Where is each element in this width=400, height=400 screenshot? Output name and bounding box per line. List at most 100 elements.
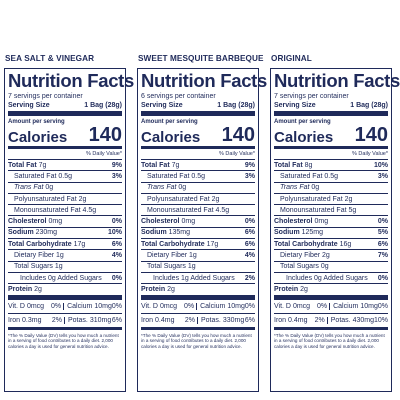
nutrient: Includes 0g Added Sugars <box>286 275 368 282</box>
vitamin-dv: 2% <box>314 316 325 324</box>
nutrient-dv: 9% <box>111 161 122 169</box>
footnote: *The % Daily Value (DV) tells you how mu… <box>8 332 119 350</box>
nutrient-dv: 0% <box>377 218 388 226</box>
nutrient-amount: 2g <box>211 195 220 203</box>
nutrient: Total Carbohydrate 17g <box>141 241 218 248</box>
vitamin-name: Potas. <box>330 316 351 324</box>
nutrient-name: Includes 1g Added Sugars <box>153 274 235 282</box>
vitamin: Potas. 310mg 6% <box>64 316 122 324</box>
vitamin-amount: 430mg <box>352 316 374 324</box>
nutrient-row: Total Sugars 1g <box>141 262 255 273</box>
nutrient: Protein 2g <box>274 286 308 293</box>
servings: 7 servings per container <box>274 92 349 100</box>
nutrient: Sodium 230mg <box>8 229 57 236</box>
nutrient-dv: 4% <box>244 252 255 260</box>
vitamin-row: Iron 0.3mg 2% Potas. 310mg 6% <box>8 314 122 330</box>
serving-size-value: 1 Bag (28g) <box>84 101 122 109</box>
nutrient-name: Includes 0g Added Sugars <box>286 274 368 282</box>
vitamin-row: Vit. D 0mcg 0% Calcium 10mg 0% <box>141 300 255 314</box>
dv-header: % Daily Value* <box>141 149 255 160</box>
vitamin: Vit. D 0mcg 0% <box>141 303 196 310</box>
nutrient: Total Sugars 1g <box>14 263 63 270</box>
nutrient: Cholesterol 0mg <box>274 218 328 225</box>
vitamin-amount: 10mg <box>360 302 378 310</box>
nutrient-row: Total Sugars 1g <box>8 262 122 273</box>
vitamin: Vit. D 0mcg 0% <box>8 303 63 310</box>
nutrient-row: Protein 2g <box>141 284 255 300</box>
nutrient-row: Cholesterol 0mg 0% <box>8 216 122 228</box>
vitamin-amount: 330mg <box>222 316 245 324</box>
serving-size: Serving Size 1 Bag (28g) <box>141 102 255 116</box>
nutrient-name: Polyunsaturated Fat <box>280 195 343 203</box>
nutrient-name: Saturated Fat <box>147 172 190 180</box>
nutrient-dv: 0% <box>111 218 122 226</box>
nutrient-amount: 5g <box>348 206 357 214</box>
nutrient-amount: 1g <box>187 263 196 271</box>
nutrient-dv: 3% <box>111 172 122 180</box>
nutrient-amount: 0mg <box>314 218 329 226</box>
vitamin-name: Vit. D <box>141 302 158 310</box>
nutrient-name: Protein <box>274 285 299 293</box>
vitamin-amount: 0mcg <box>292 302 311 310</box>
calories: Calories 140 <box>141 125 255 149</box>
amount-per-serving: Amount per serving <box>141 118 198 125</box>
vitamin-name: Potas. <box>68 316 88 324</box>
vitamin-text: Vit. D 0mcg <box>274 303 310 310</box>
nutrient-amount: 135mg <box>168 229 191 237</box>
nutrient-amount: 230mg <box>35 229 58 237</box>
nutrient-row: Polyunsaturated Fat 2g <box>141 194 255 206</box>
nutrient: Dietary Fiber 1g <box>14 252 64 259</box>
nutrient-row: Sodium 125mg 5% <box>274 228 388 240</box>
nutrient-row: Dietary Fiber 2g 7% <box>274 250 388 262</box>
nutrient: Polyunsaturated Fat 2g <box>280 196 352 203</box>
nutrient-name: Saturated Fat <box>14 172 57 180</box>
nutrient: Total Fat 7g <box>8 162 46 169</box>
nutrient-row: Cholesterol 0mg 0% <box>274 216 388 228</box>
nutrient-amount: 4.5g <box>82 206 97 214</box>
calories-value: 140 <box>88 123 122 146</box>
vitamin-name: Iron <box>274 316 287 324</box>
nutrient-name: Dietary Fiber <box>14 252 55 260</box>
vitamin-name: Calcium <box>333 302 359 310</box>
vitamin-row: Iron 0.4mg 2% Potas. 330mg 6% <box>141 314 255 330</box>
vitamin-text: Potas. 330mg <box>201 317 244 324</box>
nutrient: Total Carbohydrate 16g <box>274 241 351 248</box>
nutrient-dv: 0% <box>244 218 255 226</box>
nutrient: Total Sugars 1g <box>147 263 196 270</box>
vitamin-row: Iron 0.4mg 2% Potas. 430mg 10% <box>274 314 388 330</box>
nutrient: Cholesterol 0mg <box>8 218 62 225</box>
nutrient-amount: 0g <box>178 184 187 192</box>
nutrient-name: Protein <box>141 285 166 293</box>
nutrient-name: Total Fat <box>8 161 37 169</box>
nutrient-row: Trans Fat 0g <box>274 183 388 194</box>
nutrient-row: Saturated Fat 0.5g 3% <box>274 171 388 183</box>
nutrient-row: Sodium 135mg 6% <box>141 228 255 240</box>
nutrient-amount: 2g <box>167 285 175 293</box>
nutrient: Cholesterol 0mg <box>141 218 195 225</box>
vitamin-name: Calcium <box>200 302 226 310</box>
nutrient-dv: 9% <box>244 161 255 169</box>
vitamin-dv: 0% <box>50 302 62 310</box>
nutrient-row: Trans Fat 0g <box>8 183 122 194</box>
flavor-title: SEA SALT & VINEGAR <box>5 54 95 63</box>
label-title: Nutrition Facts <box>274 70 400 91</box>
nutrient-name: Total Sugars <box>147 263 186 271</box>
nutrient-name: Trans Fat <box>14 184 44 192</box>
calories-label: Calories <box>274 128 334 146</box>
vitamin-row: Vit. D 0mcg 0% Calcium 10mg 0% <box>274 300 388 314</box>
nutrient-dv: 10% <box>373 161 388 169</box>
nutrient-amount: 17g <box>73 240 86 248</box>
nutrient: Trans Fat 0g <box>14 184 53 191</box>
nutrient-row: Dietary Fiber 1g 4% <box>141 250 255 262</box>
vitamin: Potas. 330mg 6% <box>197 316 255 324</box>
nutrient: Sodium 135mg <box>141 229 190 236</box>
vitamin-amount: 10mg <box>227 302 245 310</box>
nutrient-name: Monounsaturated Fat <box>147 206 214 214</box>
nutrient-amount: 7g <box>38 161 47 169</box>
nutrient-row: Total Carbohydrate 17g 6% <box>141 239 255 251</box>
nutrient: Total Sugars 0g <box>280 263 329 270</box>
nutrient-amount: 1g <box>189 252 197 260</box>
vitamin-name: Vit. D <box>274 302 291 310</box>
nutrient-amount: 0g <box>320 263 329 271</box>
